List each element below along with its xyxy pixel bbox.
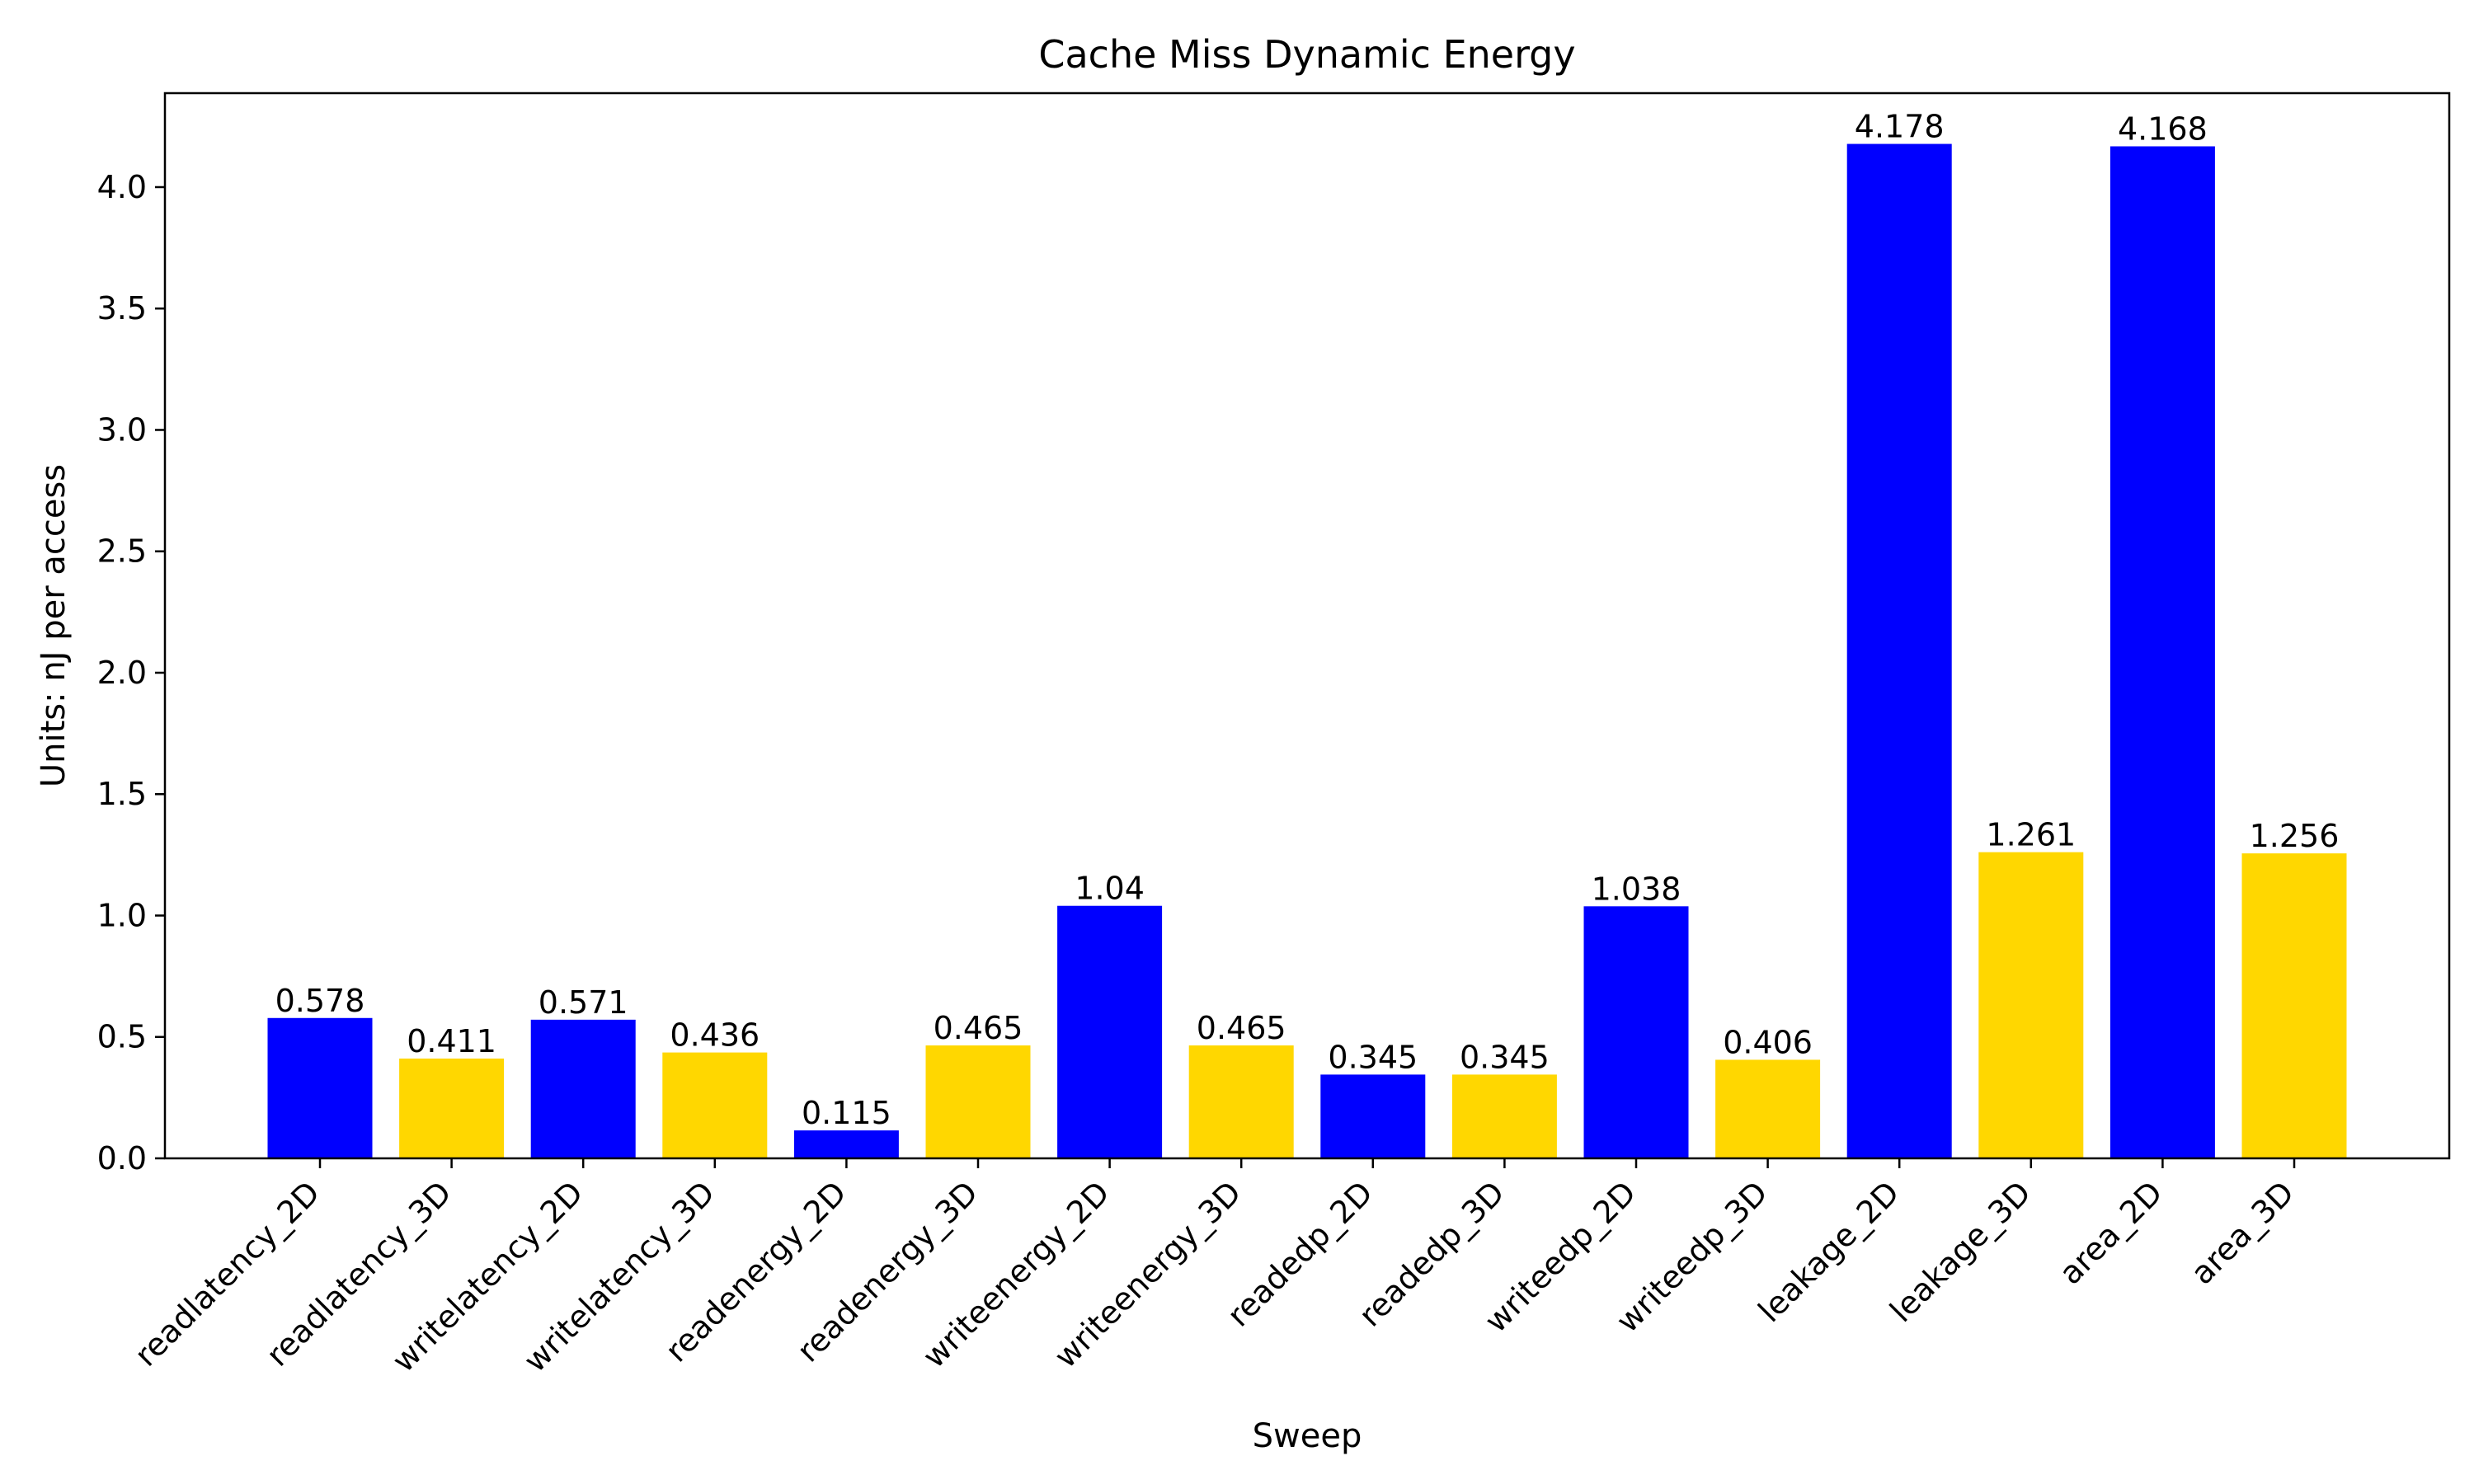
- x-tick-label: leakage_3D: [1883, 1174, 2038, 1329]
- bar: [1846, 143, 1952, 1158]
- bar-value-label: 0.436: [670, 1017, 760, 1054]
- bar: [793, 1130, 899, 1158]
- bar-value-label: 1.256: [2250, 818, 2340, 854]
- bar-value-label: 0.411: [407, 1023, 496, 1059]
- bar: [2241, 853, 2347, 1158]
- bar: [530, 1019, 636, 1158]
- y-tick-label: 1.0: [97, 897, 147, 933]
- bar-value-labels: 0.578 0.411 0.571 0.436 0.115 0.465 1.04 0.465 0…: [275, 109, 2340, 1132]
- bar: [267, 1017, 373, 1158]
- y-tick-label: 2.0: [97, 655, 147, 691]
- bar: [2109, 146, 2215, 1158]
- bar: [1057, 905, 1163, 1158]
- bar: [1715, 1059, 1821, 1158]
- plot-frame: [163, 92, 2451, 1160]
- bar-value-label: 0.465: [934, 1010, 1023, 1046]
- y-tick-label: 0.0: [97, 1140, 147, 1176]
- y-tick-label: 0.5: [97, 1019, 147, 1055]
- bar-value-label: 0.465: [1197, 1010, 1286, 1046]
- bar: [399, 1058, 505, 1158]
- bars: [267, 143, 2347, 1158]
- bar-value-label: 4.178: [1855, 109, 1945, 145]
- bar-value-label: 1.04: [1075, 871, 1145, 907]
- y-tick-label: 4.0: [97, 169, 147, 205]
- bar: [662, 1052, 768, 1158]
- bar-value-label: 0.345: [1460, 1039, 1550, 1075]
- bar-value-label: 1.038: [1592, 871, 1681, 907]
- y-tick-label: 3.0: [97, 411, 147, 448]
- y-tick-label: 1.5: [97, 776, 147, 812]
- chart-title: Cache Miss Dynamic Energy: [1038, 32, 1575, 77]
- x-tick-label: area_3D: [2184, 1174, 2301, 1291]
- bar-value-label: 4.168: [2118, 110, 2208, 147]
- bar-value-label: 0.345: [1328, 1039, 1418, 1075]
- y-tick-label: 2.5: [97, 533, 147, 570]
- x-axis-label: Sweep: [1253, 1417, 1362, 1455]
- bar-value-label: 0.115: [802, 1095, 891, 1131]
- bar: [925, 1045, 1031, 1158]
- bar-value-label: 1.261: [1986, 817, 2076, 853]
- x-tick-label: leakage_2D: [1752, 1174, 1907, 1329]
- bar-value-label: 0.578: [275, 983, 365, 1019]
- x-axis: readlatency_2Dreadlatency_3Dwritelatency…: [128, 1158, 2301, 1379]
- bar-value-label: 0.571: [539, 984, 628, 1021]
- bar: [1583, 906, 1689, 1158]
- bar: [1320, 1074, 1426, 1158]
- bar: [1451, 1074, 1557, 1158]
- bar: [1188, 1045, 1294, 1158]
- y-axis-label: Units: nJ per access: [35, 464, 73, 787]
- y-tick-label: 3.5: [97, 290, 147, 326]
- bar: [1978, 852, 2084, 1158]
- x-tick-label: area_2D: [2053, 1174, 2170, 1291]
- y-axis: 0.0 0.5 1.0 1.5 2.0 2.5 3.0 3.5 4.0: [97, 169, 165, 1176]
- bar-value-label: 0.406: [1723, 1024, 1813, 1060]
